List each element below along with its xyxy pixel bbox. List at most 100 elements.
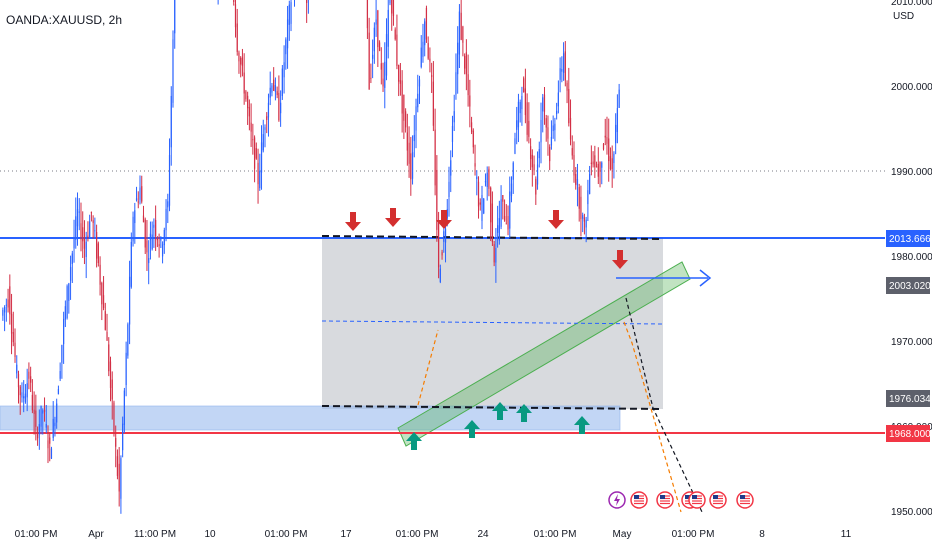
candle-body (464, 55, 466, 69)
range-bottom-dashed (321, 405, 664, 410)
candle-body (498, 218, 500, 241)
time-axis: 01:00 PM Apr 11:00 PM 10 01:00 PM 17 01:00 PM 2… (15, 529, 852, 540)
candle-body (76, 209, 79, 227)
candle-body (467, 74, 469, 96)
candle-body (472, 130, 474, 148)
up-arrow-icon (406, 432, 422, 450)
candle-body (12, 332, 14, 343)
time-tick-label: 11 (841, 529, 852, 540)
projection-black (625, 297, 703, 513)
current-price-badge-text: 2003.020 (889, 281, 931, 292)
candle-body (271, 85, 273, 93)
us-flag-icon[interactable] (709, 491, 727, 509)
candle-body (411, 152, 414, 179)
candle-body (391, 0, 393, 14)
up-arrow-icon (574, 416, 590, 434)
candle-body (80, 223, 82, 240)
candle-body (420, 47, 422, 67)
candle-body (594, 155, 596, 168)
candle-body (66, 286, 68, 319)
candle-body (608, 138, 610, 162)
candle-body (549, 146, 551, 162)
ascending-channel (397, 261, 691, 447)
candle-body (576, 179, 579, 186)
candle-body (43, 409, 46, 412)
candle-body (64, 306, 66, 320)
candle-body (403, 94, 405, 121)
candle-body (380, 63, 382, 70)
candle-body (491, 203, 494, 243)
candle-body (245, 91, 247, 100)
candle-body (465, 52, 467, 75)
candle-body (589, 174, 591, 194)
time-tick-label: 10 (204, 529, 216, 540)
candle-body (458, 11, 461, 55)
candle-body (392, 0, 395, 16)
candle-body (469, 95, 471, 107)
candle-body (425, 7, 428, 40)
candle-body (566, 82, 568, 91)
us-flag-icon[interactable] (736, 491, 754, 509)
candle-body (123, 390, 125, 425)
down-arrow-icon (612, 250, 628, 269)
candle-body (528, 120, 530, 137)
candle-body (30, 376, 32, 383)
candle-body (554, 123, 556, 131)
candle-body (45, 424, 47, 428)
candle-body (38, 424, 40, 435)
us-flag-icon[interactable] (688, 491, 706, 509)
price-tick-label: 1950.000 (891, 507, 932, 518)
candle-body (142, 215, 145, 223)
candle-body (104, 311, 106, 330)
candle-body (240, 57, 242, 65)
candle-body (531, 154, 533, 168)
candle-body (583, 217, 586, 222)
range-low-badge: 1976.034 (886, 390, 931, 407)
candle-body (599, 161, 601, 172)
candle-body (56, 403, 58, 423)
candle-body (529, 146, 532, 160)
candle-body (441, 252, 443, 256)
candle-body (68, 283, 70, 301)
candle-body (144, 219, 146, 248)
candle-body (276, 91, 278, 96)
candle-body (113, 402, 115, 433)
candle-body (3, 306, 6, 313)
candle-body (82, 227, 84, 242)
candle-body (564, 51, 566, 81)
candle-body (590, 162, 592, 164)
candle-body (2, 309, 4, 316)
candle-body (285, 39, 287, 55)
candle-body (516, 120, 518, 130)
candle-body (69, 267, 72, 281)
candle-body (59, 371, 61, 379)
candle-body (163, 229, 165, 246)
candle-body (538, 149, 540, 159)
candle-body (405, 111, 407, 128)
candle-body (250, 122, 252, 132)
price-tick-label: 1990.000 (891, 167, 932, 178)
candle-body (280, 102, 282, 114)
candle-body (378, 42, 381, 51)
candle-body (613, 153, 615, 164)
us-flag-icon[interactable] (630, 491, 648, 509)
candle-body (139, 187, 141, 200)
candle-body (49, 437, 51, 444)
us-flag-icon[interactable] (656, 491, 674, 509)
candle-body (372, 54, 374, 59)
candle-body (247, 95, 249, 109)
candle-body (413, 134, 415, 142)
candle-body (146, 240, 148, 253)
candle-body (483, 198, 485, 214)
candle-body (415, 106, 417, 131)
candle-body (102, 295, 105, 308)
candle-body (604, 135, 606, 138)
candle-body (509, 191, 511, 229)
candle-body (23, 396, 25, 399)
candle-body (481, 195, 483, 221)
lightning-icon[interactable] (608, 491, 626, 509)
candle-body (63, 318, 65, 345)
candle-body (384, 61, 386, 88)
candle-body (281, 68, 283, 96)
